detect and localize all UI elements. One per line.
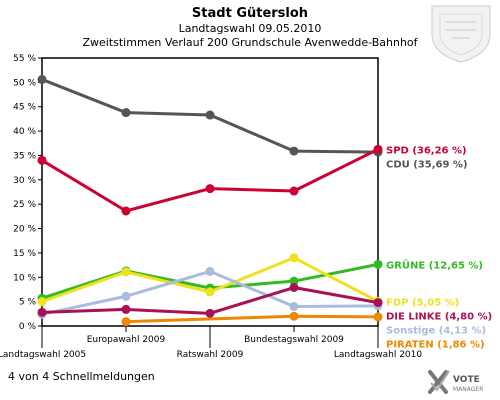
logo-manager: MANAGER [453, 386, 483, 393]
x-tick-label: Ratswahl 2009 [177, 350, 244, 360]
series-end-label: Sonstige (4,13 %) [386, 325, 486, 336]
data-point [121, 291, 131, 301]
data-point [289, 302, 299, 312]
data-point [205, 184, 215, 194]
series-die-linke [37, 283, 383, 318]
series-label-layer: SPD (36,26 %) CDU (35,69 %) GRÜNE (12,65 %… [386, 145, 492, 350]
footer-note: 4 von 4 Schnellmeldungen [8, 370, 155, 383]
series-end-label: SPD (36,26 %) [386, 145, 467, 156]
data-point [37, 74, 47, 84]
data-point [289, 186, 299, 196]
data-point [121, 304, 131, 314]
chart-subtitle-district: Zweitstimmen Verlauf 200 Grundschule Ave… [82, 36, 418, 49]
series-line [41, 147, 379, 213]
chart-subtitle-election: Landtagswahl 09.05.2010 [179, 22, 322, 35]
check-x-icon [428, 370, 450, 394]
data-point [205, 308, 215, 318]
y-tick-label: 20 % [13, 225, 36, 235]
series-line [125, 314, 379, 324]
chart-header: Stadt Gütersloh Landtagswahl 09.05.2010 … [82, 6, 418, 49]
data-point [37, 155, 47, 165]
data-point [121, 267, 131, 277]
y-tick-label: 10 % [13, 273, 36, 283]
series-end-label: FDP (5,05 %) [386, 297, 459, 308]
data-point [121, 108, 131, 118]
y-tick-label: 30 % [13, 176, 36, 186]
series-cdu [37, 74, 383, 157]
series-layer [37, 74, 383, 327]
y-tick-label: 0 % [19, 322, 37, 332]
series-fdp [37, 253, 383, 307]
x-tick-label: Bundestagswahl 2009 [244, 335, 344, 345]
data-point [205, 110, 215, 120]
y-tick-label: 25 % [13, 200, 36, 210]
chart-title: Stadt Gütersloh [192, 6, 308, 21]
y-tick-label: 40 % [13, 127, 36, 137]
data-point [37, 307, 47, 317]
y-tick-label: 55 % [13, 54, 36, 64]
data-point [121, 206, 131, 216]
x-tick-label: Europawahl 2009 [87, 335, 166, 345]
logo-vote: VOTE [453, 375, 480, 385]
series-end-label: PIRATEN (1,86 %) [386, 339, 485, 350]
data-point [373, 259, 383, 269]
y-tick-label: 50 % [13, 78, 36, 88]
series-spd [37, 144, 383, 216]
y-tick-label: 35 % [13, 151, 36, 161]
x-tick-label: Landtagswahl 2005 [0, 350, 86, 360]
y-tick-label: 45 % [13, 103, 36, 113]
vote-manager-logo: VOTE MANAGER [428, 370, 483, 394]
data-point [289, 276, 299, 286]
data-point [373, 144, 383, 154]
data-point [289, 253, 299, 263]
x-tick-label: Landtagswahl 2010 [334, 350, 423, 360]
data-point [289, 146, 299, 156]
data-point [373, 312, 383, 322]
series-piraten [121, 311, 383, 327]
y-tick-label: 5 % [19, 298, 37, 308]
data-point [205, 266, 215, 276]
y-tick-label: 15 % [13, 249, 36, 259]
series-end-label: CDU (35,69 %) [386, 159, 468, 170]
data-point [373, 298, 383, 308]
data-point [205, 287, 215, 297]
coat-of-arms-logo [431, 5, 491, 63]
data-point [37, 297, 47, 307]
data-point [121, 317, 131, 327]
series-end-label: DIE LINKE (4,80 %) [386, 311, 492, 322]
data-point [289, 311, 299, 321]
plot-axes: 0 % 5 % 10 % 15 % 20 % 25 % 30 % 35 % 40 % 45 % 50… [0, 54, 422, 360]
series-end-label: GRÜNE (12,65 %) [386, 257, 483, 271]
data-point [289, 283, 299, 293]
